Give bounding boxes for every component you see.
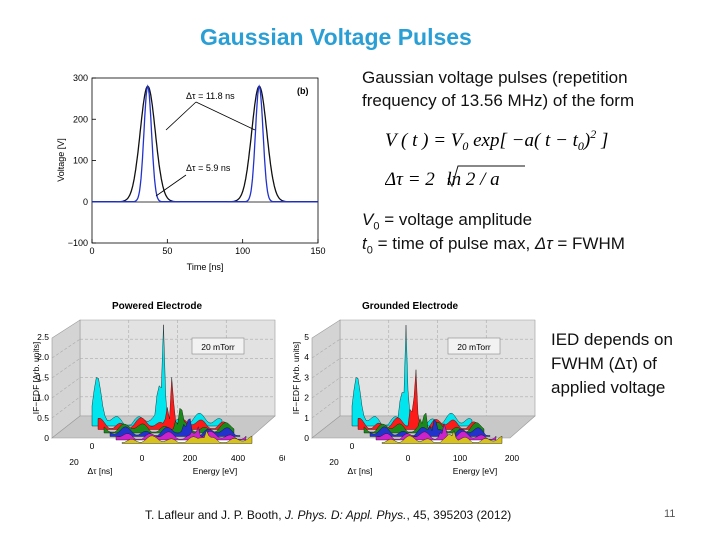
- z-tick-label: 2: [304, 393, 309, 403]
- z-tick-label: 0: [44, 433, 49, 443]
- depth-tick-label: 20: [69, 457, 79, 467]
- series-slice: [121, 429, 253, 444]
- x-tick-label: 100: [235, 246, 250, 256]
- z-tick-label: 2.0: [37, 352, 49, 362]
- x-tick-label: 150: [310, 246, 325, 256]
- pressure-label: 20 mTorr: [457, 342, 491, 352]
- grounded-electrode-chart: Grounded Electrode 20 mTorr IF−EDF [Arb.…: [291, 301, 536, 476]
- series-slice: [363, 412, 485, 434]
- equation-line-1: V ( t ) = V0 exp[ −a( t − t0)2 ]: [385, 127, 608, 153]
- plot-frame: [91, 77, 319, 244]
- depth-axis-label: Δτ [ns]: [347, 466, 372, 476]
- series-slice: [91, 324, 223, 427]
- z-axis-label: IF−EDF [Arb. units]: [291, 342, 301, 415]
- x-tick-label: 200: [505, 453, 519, 463]
- grid-line: [51, 377, 81, 399]
- z-tick-label: 5: [304, 332, 309, 342]
- z-tick-label: 3: [304, 372, 309, 382]
- z-tick-label: 1.0: [37, 393, 49, 403]
- depth-tick-label: 0: [350, 441, 355, 451]
- powered-electrode-chart: Powered Electrode 20 mTorr IF−EDF [Arb. …: [31, 301, 285, 476]
- grid-line: [311, 377, 341, 399]
- sqrt-sign: [447, 165, 525, 188]
- chart-title: Powered Electrode: [112, 301, 202, 312]
- y-tick-label: 0: [83, 197, 88, 207]
- series-slice: [357, 369, 479, 430]
- depth-axis-label: Δτ [ns]: [87, 466, 112, 476]
- pulse-narrow-line: [92, 84, 318, 203]
- ied-note-line-3: applied voltage: [551, 378, 666, 397]
- grid-line: [51, 338, 81, 359]
- depth-tick-label: 20: [329, 457, 339, 467]
- definition-v0: V0 = voltage amplitude: [362, 210, 533, 233]
- series-slice: [115, 426, 247, 441]
- y-tick-label: 200: [73, 114, 88, 124]
- chart-title: Grounded Electrode: [362, 301, 459, 312]
- x-tick-label: 100: [453, 453, 467, 463]
- annotation-narrow: Δτ = 5.9 ns: [186, 163, 231, 173]
- grid-line: [51, 396, 81, 419]
- tick-labels: 0 1 2 3 4 5 0 100 200 0 20: [304, 332, 519, 467]
- citation: T. Lafleur and J. P. Booth, J. Phys. D: …: [145, 508, 512, 522]
- annotation-narrow-arrow: [155, 174, 187, 197]
- annotation-wide-arrow: [165, 101, 197, 131]
- chart-series: [351, 325, 503, 444]
- pressure-label: 20 mTorr: [201, 342, 235, 352]
- series-slice: [369, 419, 491, 437]
- z-axis-label: IF−EDF [Arb. units]: [31, 342, 41, 415]
- ied-note-line-2: FWHM (Δτ) of: [551, 354, 657, 373]
- x-tick-label: 0: [89, 246, 94, 256]
- series-slice: [97, 377, 229, 430]
- y-tick-label: 300: [73, 73, 88, 83]
- x-tick-label: 0: [406, 453, 411, 463]
- slide-number: 11: [664, 508, 676, 520]
- chart-series: [91, 324, 253, 444]
- grid-line: [311, 358, 341, 379]
- y-axis-label: Voltage [V]: [56, 138, 66, 182]
- x-axis-label: Time [ns]: [187, 262, 224, 272]
- depth-tick-label: 0: [90, 441, 95, 451]
- annotation-wide-arrow-2: [195, 101, 256, 131]
- x-axis-label: Energy [eV]: [193, 466, 237, 476]
- z-tick-label: 1.5: [37, 372, 49, 382]
- z-tick-label: 1: [304, 413, 309, 423]
- x-tick-label: 400: [231, 453, 245, 463]
- pressure-box: [191, 337, 245, 355]
- description-line-2: frequency of 13.56 MHz) of the form: [362, 91, 635, 110]
- tick-labels: 0 0.5 1.0 1.5 2.0 2.5 0 200 400 600 0 20: [37, 332, 285, 467]
- grid-line: [311, 338, 341, 359]
- x-tick-label: 50: [162, 246, 172, 256]
- description-line-1: Gaussian voltage pulses (repetition: [362, 68, 628, 87]
- series-slice: [381, 430, 503, 444]
- x-axis-label: Energy [eV]: [453, 466, 497, 476]
- equation-line-2: Δτ = 2 ln 2 / a: [385, 169, 500, 190]
- gaussian-equation: V ( t ) = V0 exp[ −a( t − t0)2 ] Δτ = 2 …: [385, 127, 608, 190]
- grid-line: [51, 358, 81, 379]
- annotation-wide: Δτ = 11.8 ns: [186, 91, 235, 101]
- x-tick-label: 0: [140, 453, 145, 463]
- series-slice: [375, 423, 497, 441]
- pressure-box: [447, 337, 501, 355]
- z-tick-label: 4: [304, 352, 309, 362]
- series-slice: [109, 418, 241, 437]
- y-tick-label: −100: [68, 238, 88, 248]
- grid-line: [311, 396, 341, 419]
- y-tick-label: 100: [73, 156, 88, 166]
- panel-label: (b): [297, 86, 309, 96]
- x-tick-label: 200: [183, 453, 197, 463]
- x-tick-label: 600: [279, 453, 285, 463]
- z-tick-label: 2.5: [37, 332, 49, 342]
- slide-title: Gaussian Voltage Pulses: [200, 24, 472, 50]
- ied-note-line-1: IED depends on: [551, 330, 673, 349]
- definition-t0: t0 = time of pulse max, Δτ = FWHM: [362, 234, 625, 257]
- z-tick-label: 0.5: [37, 413, 49, 423]
- z-tick-label: 0: [304, 433, 309, 443]
